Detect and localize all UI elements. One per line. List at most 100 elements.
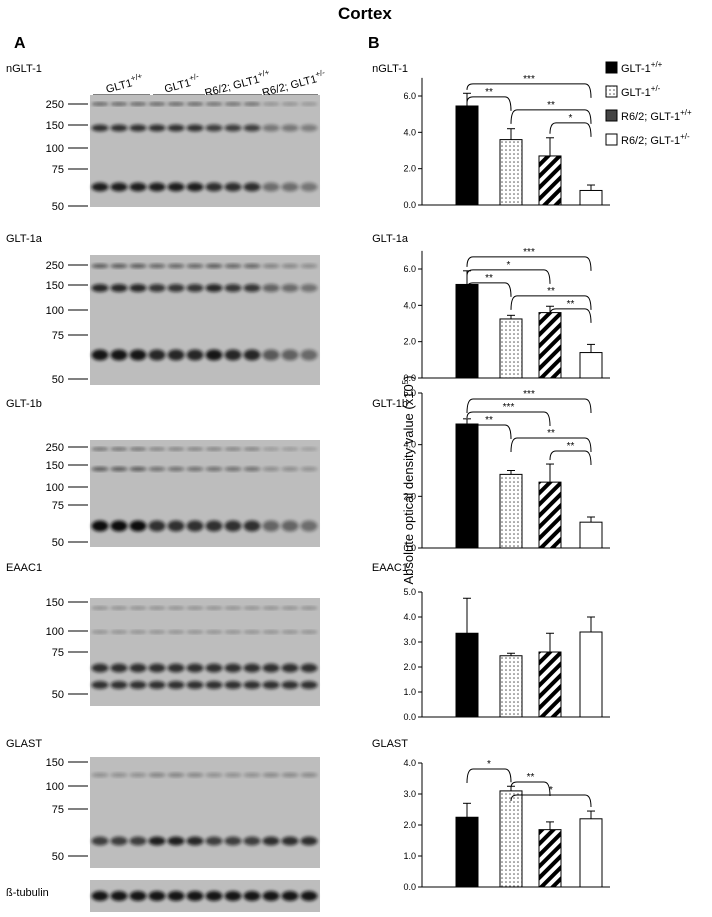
blot-band [224, 773, 242, 777]
blot-band [243, 681, 261, 689]
significance-label: *** [503, 402, 515, 413]
blot-band [205, 102, 223, 106]
blot-band [281, 681, 299, 689]
lane-header: GLT1+/+ [104, 71, 145, 95]
marker-label: 150 [46, 460, 64, 472]
blot-band [129, 663, 147, 673]
y-tick-label: 0.0 [403, 373, 416, 383]
blot-band [167, 773, 185, 777]
blot-band [205, 836, 223, 846]
significance-label: * [487, 759, 491, 770]
significance-bracket [549, 122, 592, 137]
blot-band [148, 447, 166, 451]
blot-band [281, 520, 299, 532]
significance-bracket [466, 424, 512, 440]
blot-band [205, 284, 223, 292]
bar [579, 352, 603, 379]
bar [499, 655, 523, 718]
blot-band [300, 773, 318, 777]
y-tick-label: 4.0 [403, 300, 416, 310]
blot-band [281, 102, 299, 106]
y-axis-label-text: ) [401, 376, 416, 380]
blot-band [300, 447, 318, 451]
blot-band [205, 630, 223, 634]
blot-band [110, 124, 128, 132]
y-tick-label: 2.0 [403, 164, 416, 174]
significance-label: ** [567, 441, 575, 452]
chart-title: GLT-1b [372, 398, 408, 410]
blot-band [110, 520, 128, 532]
marker-label: 100 [46, 482, 64, 494]
significance-bracket [466, 83, 592, 98]
significance-bracket [510, 295, 592, 310]
blot-band [243, 182, 261, 192]
blot-band [243, 630, 261, 634]
blot-band [91, 264, 109, 268]
significance-bracket [466, 398, 592, 414]
blot-band [148, 836, 166, 846]
significance-bracket [549, 308, 592, 323]
y-tick-label: 6.0 [403, 264, 416, 274]
blot-band [186, 773, 204, 777]
blot-band [129, 520, 147, 532]
blot-band [129, 264, 147, 268]
blot-band [300, 182, 318, 192]
blot-band [167, 182, 185, 192]
blot-band [186, 284, 204, 292]
blot-band [110, 467, 128, 471]
blot-band [167, 467, 185, 471]
blot-band [205, 681, 223, 689]
blot-band [205, 182, 223, 192]
blot-band [281, 891, 299, 901]
blot-band [262, 264, 280, 268]
blot-band [281, 663, 299, 673]
bar [455, 105, 479, 206]
blot-band [167, 663, 185, 673]
significance-label: * [507, 260, 511, 271]
blot-band [262, 349, 280, 361]
blot-band [110, 447, 128, 451]
blot-band [167, 891, 185, 901]
blot-band [300, 284, 318, 292]
blot-band [281, 467, 299, 471]
bar [538, 155, 562, 206]
bar [455, 283, 479, 379]
significance-bracket [466, 256, 592, 271]
blot-band [129, 102, 147, 106]
blot-band [91, 182, 109, 192]
blot-band [186, 891, 204, 901]
blot-label: GLAST [6, 738, 42, 750]
y-tick-label: 2.0 [403, 662, 416, 672]
blot-band [91, 891, 109, 901]
y-tick-label: 6.0 [403, 91, 416, 101]
blot-band [110, 630, 128, 634]
blot-band [243, 102, 261, 106]
blot-band [224, 182, 242, 192]
significance-label: *** [523, 247, 535, 258]
bar [455, 423, 479, 549]
bar [538, 312, 562, 379]
blot-band [262, 182, 280, 192]
significance-label: ** [547, 286, 555, 297]
blot-band [262, 891, 280, 901]
blot-band [167, 836, 185, 846]
chart-title: nGLT-1 [372, 63, 408, 75]
blot-band [129, 124, 147, 132]
blot-band [167, 264, 185, 268]
legend-label-text: R6/2; GLT-1 [621, 111, 680, 123]
y-tick-label: 3.0 [403, 789, 416, 799]
marker-label: 75 [52, 330, 64, 342]
significance-label: ** [547, 100, 555, 111]
legend-label-text: R6/2; GLT-1 [621, 135, 680, 147]
blot-band [300, 102, 318, 106]
legend-label-sup: +/- [680, 132, 690, 141]
bar [499, 318, 523, 379]
blot-band [148, 467, 166, 471]
blot-band [110, 891, 128, 901]
blot-band [110, 681, 128, 689]
blot-band [281, 447, 299, 451]
significance-bracket [510, 794, 592, 808]
significance-label: *** [523, 389, 535, 400]
legend-label: GLT-1+/+ [621, 60, 663, 75]
